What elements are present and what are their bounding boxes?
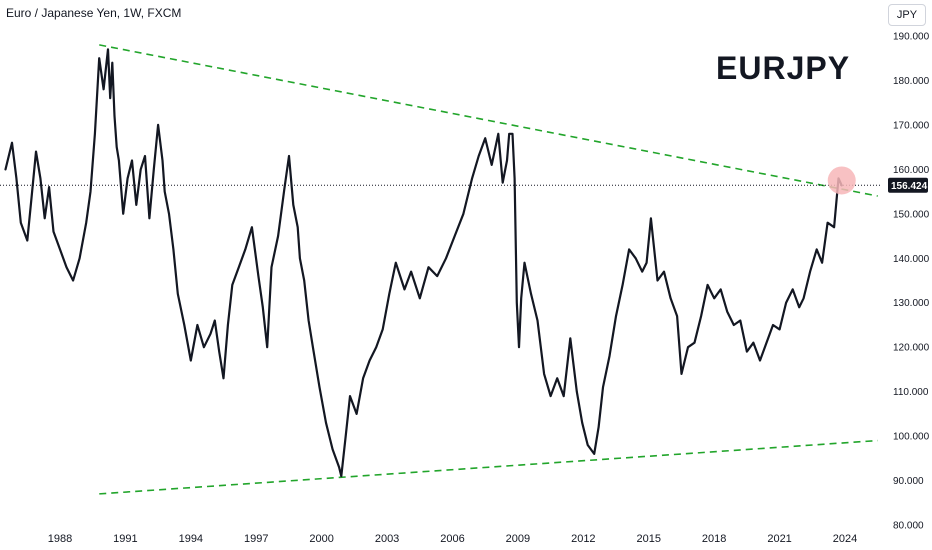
currency-badge[interactable]: JPY xyxy=(888,4,926,26)
x-tick-label: 1997 xyxy=(244,533,268,545)
x-tick-label: 2012 xyxy=(571,533,595,545)
x-axis: 1988 1991 1994 1997 2000 2003 2006 2009 2012 2015… xyxy=(48,533,857,545)
x-tick-label: 2006 xyxy=(440,533,464,545)
highlight-circle xyxy=(827,166,856,195)
x-tick-label: 1994 xyxy=(179,533,203,545)
y-tick-label: 150.000 xyxy=(893,209,930,220)
x-tick-label: 2009 xyxy=(506,533,530,545)
x-tick-label: 2024 xyxy=(833,533,857,545)
y-tick-label: 120.000 xyxy=(893,343,930,354)
y-tick-label: 190.000 xyxy=(893,32,930,43)
x-tick-label: 2021 xyxy=(767,533,791,545)
price-series-line xyxy=(4,48,843,478)
y-tick-label: 160.000 xyxy=(893,165,930,176)
current-price-label: 156.424 xyxy=(888,177,928,193)
x-tick-label: 1988 xyxy=(48,533,72,545)
x-tick-label: 2000 xyxy=(309,533,333,545)
x-tick-label: 1991 xyxy=(113,533,137,545)
y-tick-label: 110.000 xyxy=(893,387,929,398)
y-axis: 190.000 180.000 170.000 160.000 150.000 140.0… xyxy=(893,32,930,532)
price-series-group xyxy=(4,48,843,478)
y-tick-label: 180.000 xyxy=(893,76,930,87)
y-tick-label: 80.000 xyxy=(893,521,924,532)
y-tick-label: 100.000 xyxy=(893,432,930,443)
y-tick-label: 90.000 xyxy=(893,476,924,487)
trendline-upper xyxy=(99,44,878,197)
trendlines-group xyxy=(99,44,878,495)
trendline-lower xyxy=(99,439,878,495)
chart-title: Euro / Japanese Yen, 1W, FXCM xyxy=(6,6,182,20)
y-tick-label: 170.000 xyxy=(893,120,930,131)
svg-text:156.424: 156.424 xyxy=(891,181,928,192)
x-tick-label: 2018 xyxy=(702,533,726,545)
y-tick-label: 140.000 xyxy=(893,254,930,265)
x-tick-label: 2015 xyxy=(637,533,661,545)
symbol-watermark: EURJPY xyxy=(716,50,851,86)
x-tick-label: 2003 xyxy=(375,533,399,545)
y-tick-label: 130.000 xyxy=(893,298,930,309)
